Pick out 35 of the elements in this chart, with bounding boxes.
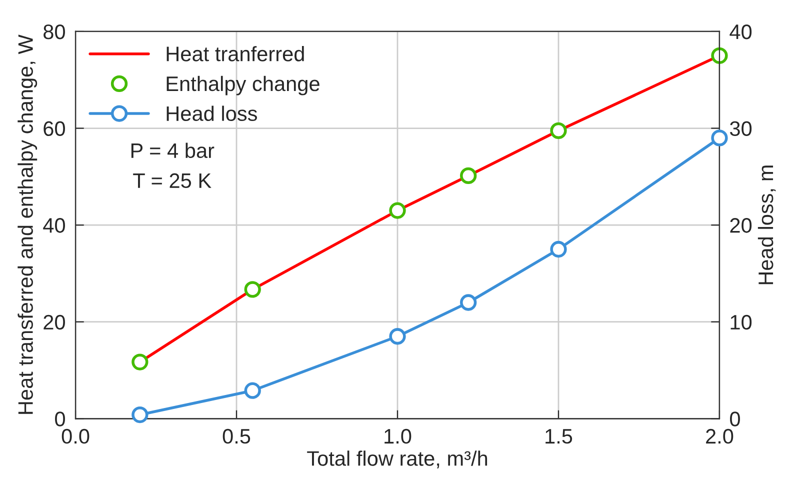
legend-label: Head loss [166, 106, 257, 122]
point [460, 167, 477, 184]
annotation: T = 25 K [133, 173, 212, 188]
x-axis-title: Total flow rate, m³/h [307, 450, 488, 468]
point [132, 354, 148, 370]
x-tick-label: 2.0 [706, 428, 734, 444]
x-tick-label: 1.0 [384, 428, 412, 444]
y2-axis-title: Head loss, m [758, 166, 776, 284]
point [550, 240, 567, 258]
y2-tick-label: 40 [730, 24, 752, 40]
legend-label: Heat tranferred [166, 46, 304, 62]
y-tick-label: 20 [44, 314, 65, 330]
y2-tick-label: 20 [730, 218, 752, 233]
point [132, 406, 148, 424]
x-tick-label: 0.0 [62, 428, 90, 444]
y-tick-label: 60 [44, 121, 65, 136]
y-axis-title: Heat transferred and enthalpy change, W [18, 34, 38, 414]
y2-tick-label: 0 [730, 412, 740, 426]
y-tick-label: 80 [44, 24, 65, 40]
x-tick-label: 0.5 [222, 428, 250, 444]
y-tick-label: 0 [55, 412, 65, 426]
y2-tick-label: 30 [730, 121, 752, 136]
y2-tick-label: 10 [730, 314, 752, 330]
point [711, 130, 728, 146]
point [550, 122, 567, 140]
point [389, 202, 406, 219]
point [244, 382, 261, 399]
point [244, 281, 261, 298]
y-tick-label: 40 [43, 218, 65, 233]
point [711, 47, 728, 64]
legend-label: Enthalpy change [166, 76, 320, 96]
x-tick-label: 1.5 [546, 429, 572, 444]
point [389, 328, 406, 345]
annotation: P = 4 bar [131, 142, 214, 158]
point [460, 294, 477, 311]
